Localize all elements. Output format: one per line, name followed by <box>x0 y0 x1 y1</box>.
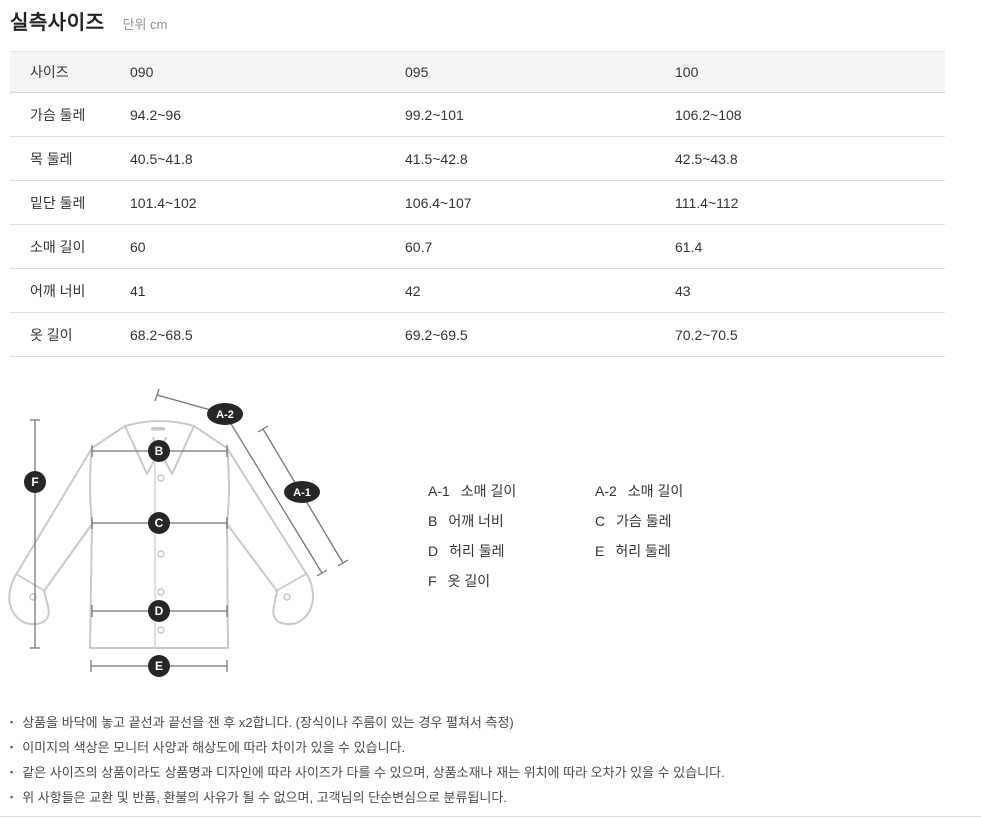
cell-value: 106.2~108 <box>675 106 742 123</box>
header-size-label: 사이즈 <box>30 64 69 80</box>
cell-value: 106.4~107 <box>405 194 472 211</box>
header-size-095: 095 <box>405 64 429 80</box>
row-label: 목 둘레 <box>30 150 73 167</box>
cell-value: 94.2~96 <box>130 106 181 123</box>
badge-e-label: E <box>155 659 163 673</box>
legend-key: B <box>428 513 438 529</box>
badge-b-label: B <box>155 444 164 458</box>
bottom-divider <box>0 816 981 817</box>
cell-value: 111.4~112 <box>675 194 739 211</box>
row-label: 옷 길이 <box>30 326 73 343</box>
badge-f <box>24 471 46 493</box>
bullet-icon: ▪ <box>10 792 14 802</box>
badge-b <box>148 440 170 462</box>
row-label: 어깨 너비 <box>30 282 86 299</box>
table-row-chest: 가슴 둘레 94.2~96 99.2~101 106.2~108 <box>10 93 945 137</box>
legend-label: 어깨 너비 <box>448 513 504 529</box>
cell-value: 42.5~43.8 <box>675 150 738 167</box>
table-row-shoulder: 어깨 너비 41 42 43 <box>10 269 945 313</box>
row-label: 가슴 둘레 <box>30 106 86 123</box>
legend-label: 허리 둘레 <box>449 543 505 559</box>
measurement-legend: A-1 소매 길이 A-2 소매 길이 B 어깨 너비 C 가슴 둘레 D 허리… <box>428 476 683 596</box>
badge-c <box>148 512 170 534</box>
unit-label: 단위 cm <box>122 17 168 32</box>
collar-button-dash <box>151 427 165 431</box>
header-size-100: 100 <box>675 64 699 80</box>
footnote: ▪ 이미지의 색상은 모니터 사양과 해상도에 따라 차이가 있을 수 있습니다… <box>10 736 725 761</box>
bullet-icon: ▪ <box>10 742 14 752</box>
legend-key: D <box>428 543 439 559</box>
badge-a1-label: A-1 <box>293 487 311 499</box>
legend-key: F <box>428 573 437 589</box>
legend-key: C <box>595 513 606 529</box>
legend-key: E <box>595 543 605 559</box>
badge-c-label: C <box>155 516 164 530</box>
cell-value: 60.7 <box>405 238 433 255</box>
legend-label: 허리 둘레 <box>615 543 671 559</box>
legend-key: A-1 <box>428 483 450 499</box>
badge-a2 <box>207 403 243 425</box>
legend-item-c: C 가슴 둘레 <box>595 506 683 536</box>
cell-value: 68.2~68.5 <box>130 326 193 343</box>
table-row-length: 옷 길이 68.2~68.5 69.2~69.5 70.2~70.5 <box>10 313 945 357</box>
legend-item-a1: A-1 소매 길이 <box>428 476 595 506</box>
cell-value: 99.2~101 <box>405 106 464 123</box>
footnote-text: 위 사항들은 교환 및 반품, 환불의 사유가 될 수 없으며, 고객님의 단순… <box>22 790 507 805</box>
badge-e <box>148 655 170 677</box>
badge-d <box>148 600 170 622</box>
cell-value: 41 <box>130 282 146 299</box>
cell-value: 43 <box>675 282 691 299</box>
legend-label: 옷 길이 <box>447 573 491 589</box>
legend-item-b: B 어깨 너비 <box>428 506 595 536</box>
measure-line-a2 <box>154 388 328 577</box>
legend-label: 소매 길이 <box>627 483 684 499</box>
footnote: ▪ 위 사항들은 교환 및 반품, 환불의 사유가 될 수 없으며, 고객님의 … <box>10 786 725 811</box>
cell-value: 60 <box>130 238 146 255</box>
badge-f-label: F <box>31 475 38 489</box>
cell-value: 101.4~102 <box>130 194 197 211</box>
badge-a2-label: A-2 <box>216 409 234 421</box>
table-row-hem: 밑단 둘레 101.4~102 106.4~107 111.4~112 <box>10 181 945 225</box>
cell-value: 41.5~42.8 <box>405 150 468 167</box>
legend-item-a2: A-2 소매 길이 <box>595 476 683 506</box>
footnote-text: 상품을 바닥에 놓고 끝선과 끝선을 잰 후 x2합니다. (장식이나 주름이 … <box>22 715 514 730</box>
measure-line-f <box>30 419 40 649</box>
bullet-icon: ▪ <box>10 717 14 727</box>
shirt-measurement-diagram: B C D E F A-2 A-1 <box>8 388 349 677</box>
table-header-row: 사이즈 090 095 100 <box>10 51 945 93</box>
page-title: 실측사이즈 <box>10 12 105 34</box>
badge-a1 <box>284 481 320 503</box>
row-label: 밑단 둘레 <box>30 194 86 211</box>
footnote-text: 이미지의 색상은 모니터 사양과 해상도에 따라 차이가 있을 수 있습니다. <box>22 740 406 755</box>
header-size-090: 090 <box>130 64 154 80</box>
cell-value: 40.5~41.8 <box>130 150 193 167</box>
badge-d-label: D <box>155 604 164 618</box>
legend-item-f: F 옷 길이 <box>428 566 595 596</box>
size-table: 사이즈 090 095 100 가슴 둘레 94.2~96 99.2~101 1… <box>10 51 945 357</box>
legend-item-e: E 허리 둘레 <box>595 536 683 566</box>
footnote-text: 같은 사이즈의 상품이라도 상품명과 디자인에 따라 사이즈가 다를 수 있으며… <box>22 765 725 780</box>
cell-value: 42 <box>405 282 421 299</box>
legend-label: 소매 길이 <box>460 483 517 499</box>
cell-value: 69.2~69.5 <box>405 326 468 343</box>
footnotes: ▪ 상품을 바닥에 놓고 끝선과 끝선을 잰 후 x2합니다. (장식이나 주름… <box>10 711 725 811</box>
cell-value: 61.4 <box>675 238 703 255</box>
legend-label: 가슴 둘레 <box>616 513 672 529</box>
table-row-sleeve: 소매 길이 60 60.7 61.4 <box>10 225 945 269</box>
legend-item-d: D 허리 둘레 <box>428 536 595 566</box>
bullet-icon: ▪ <box>10 767 14 777</box>
title-row: 실측사이즈 단위 cm <box>10 6 167 35</box>
row-label: 소매 길이 <box>30 238 86 255</box>
cell-value: 70.2~70.5 <box>675 326 738 343</box>
footnote: ▪ 상품을 바닥에 놓고 끝선과 끝선을 잰 후 x2합니다. (장식이나 주름… <box>10 711 725 736</box>
legend-key: A-2 <box>595 483 617 499</box>
table-row-neck: 목 둘레 40.5~41.8 41.5~42.8 42.5~43.8 <box>10 137 945 181</box>
footnote: ▪ 같은 사이즈의 상품이라도 상품명과 디자인에 따라 사이즈가 다를 수 있… <box>10 761 725 786</box>
